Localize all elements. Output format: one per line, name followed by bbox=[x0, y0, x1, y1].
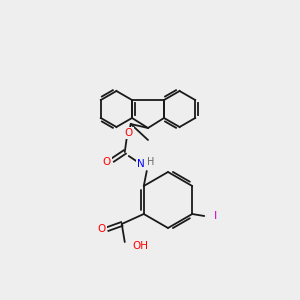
Text: O: O bbox=[98, 224, 106, 234]
Text: N: N bbox=[137, 159, 145, 169]
Text: I: I bbox=[214, 211, 217, 221]
Text: OH: OH bbox=[133, 241, 149, 251]
Text: O: O bbox=[124, 128, 133, 138]
Text: H: H bbox=[147, 157, 154, 167]
Text: O: O bbox=[103, 157, 111, 167]
